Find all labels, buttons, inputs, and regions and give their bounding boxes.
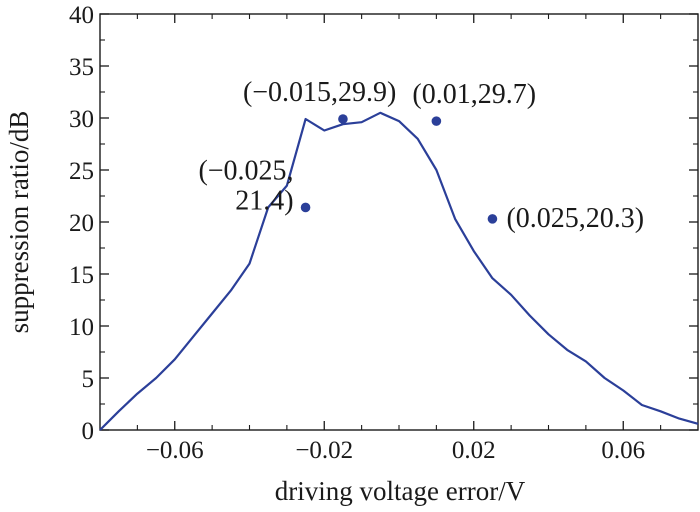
x-tick-label: 0.06 [601,437,645,464]
data-point-marker [431,116,442,126]
y-tick-label: 35 [69,54,94,81]
x-tick-label: 0.02 [452,437,496,464]
point-label-line2: 21.4) [235,185,293,216]
series-line [99,111,699,431]
y-tick-label: 40 [69,2,94,29]
y-tick-label: 10 [69,314,94,341]
y-axis: 0 5 10 15 20 25 30 35 40 [69,2,698,445]
point-label: (−0.015,29.9) [243,77,396,108]
x-axis-title: driving voltage error/V [275,476,526,506]
highlighted-points [300,114,498,224]
y-tick-label: 25 [69,158,94,185]
point-annotations: (−0.025,21.4) (−0.015,29.9) (0.01,29.7) (0.… [198,77,644,234]
y-tick-label: 20 [69,210,94,237]
point-label: (0.01,29.7) [412,79,536,110]
y-tick-label: 15 [69,262,94,289]
x-axis: −0.06 −0.02 0.02 0.06 [136,14,662,464]
data-point-marker [487,214,498,224]
x-tick-label: −0.02 [295,437,353,464]
x-tick-label: −0.06 [146,437,204,464]
y-tick-label: 30 [69,106,94,133]
series-layer [99,111,699,431]
data-point-marker [338,114,348,124]
point-label: (0.025,20.3) [506,203,644,234]
y-tick-label: 5 [82,366,95,393]
y-tick-label: 0 [82,418,95,445]
y-axis-title: suppression ratio/dB [4,111,34,334]
data-point-marker [300,202,311,213]
point-label: (−0.025, [198,155,293,186]
